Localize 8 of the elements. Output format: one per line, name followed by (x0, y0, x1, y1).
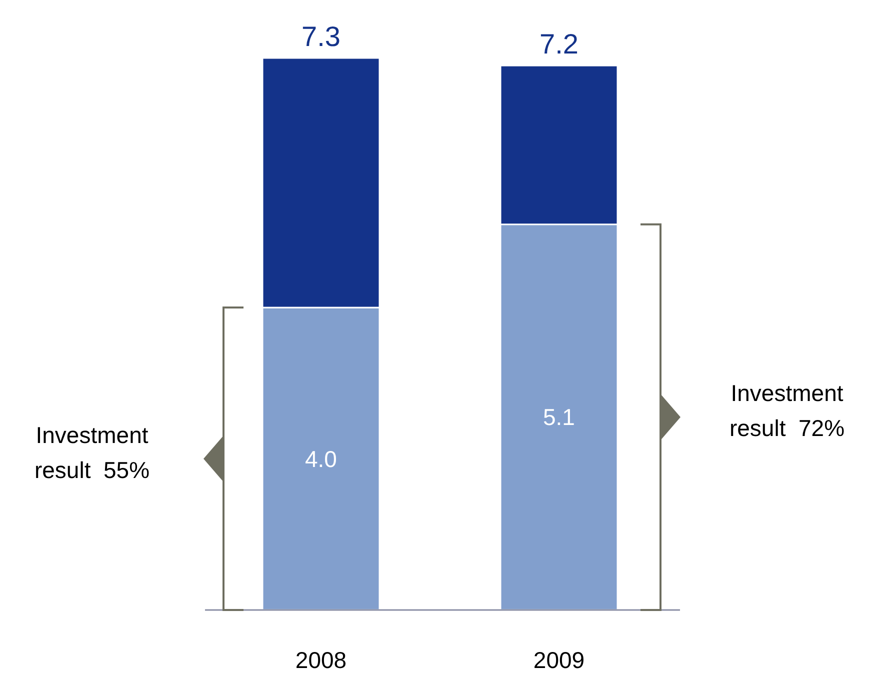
total-label: 7.2 (540, 28, 578, 60)
text: Investment result 72% (729, 380, 845, 442)
data-label: 5.1 (543, 404, 575, 430)
total-label: 7.3 (302, 21, 340, 52)
data-label: 4.0 (305, 446, 337, 472)
x-tick-label: 2008 (295, 647, 347, 673)
x-tick-label: 2009 (533, 647, 585, 673)
text: Investment result 55% (34, 422, 150, 483)
